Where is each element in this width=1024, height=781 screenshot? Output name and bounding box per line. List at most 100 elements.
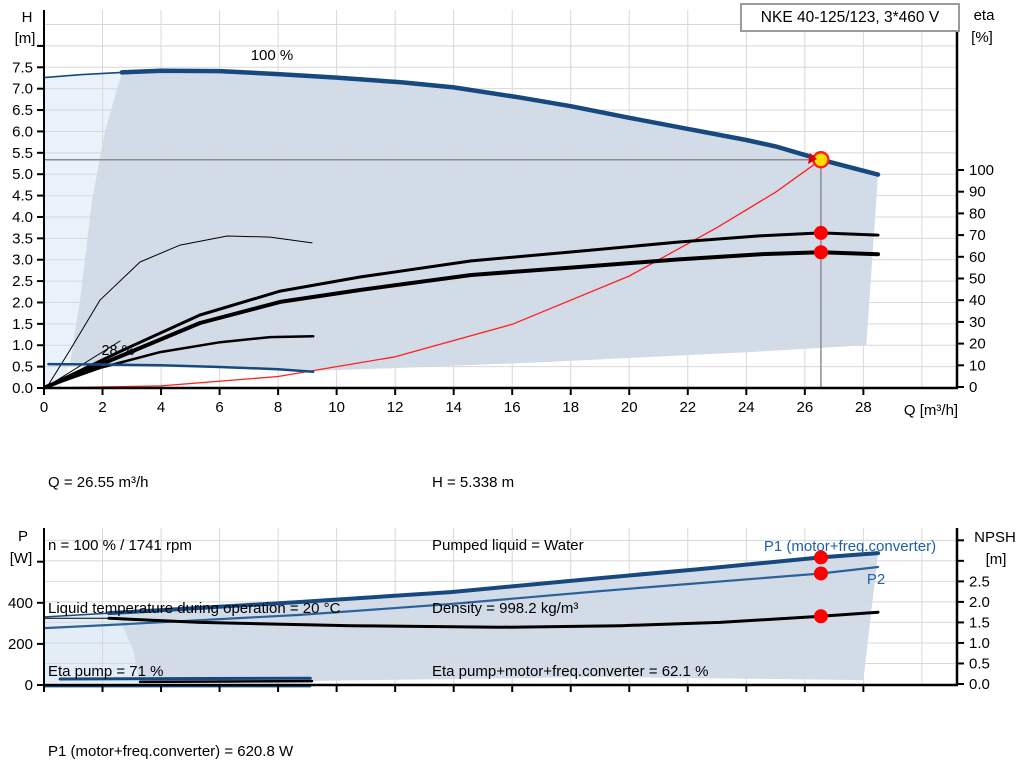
h-arc-reduced-speed [44, 335, 315, 389]
p1-curve-28pct [58, 676, 312, 681]
hq-chart-tick-label-left: 0.0 [12, 380, 33, 397]
speed-label-28: 28 % [101, 343, 134, 359]
p1-label: P1 (motor+freq.converter) [764, 538, 936, 555]
p1-thin-ext [43, 612, 110, 618]
info-flow: Q = 26.55 m³/h [48, 474, 149, 491]
hq-chart-tick-label-left: 4.5 [12, 188, 33, 205]
eta-total-dot [813, 245, 828, 260]
hq-chart-tick-label-right: 40 [969, 292, 986, 309]
info-density: Density = 998.2 kg/m³ [432, 600, 579, 617]
hq-chart-tick-label-right: 60 [969, 249, 986, 266]
p2-label: P2 [867, 571, 885, 588]
power-npsh-chart-tick-label-right: 2.5 [969, 573, 990, 590]
p2-dot [813, 566, 828, 581]
info-eta-total: Eta pump+motor+freq.converter = 62.1 % [432, 663, 709, 680]
info-pumped-liquid: Pumped liquid = Water [432, 537, 584, 554]
power-npsh-chart-tick-label-right: 1.0 [969, 635, 990, 652]
h-curve-28pct [47, 362, 315, 374]
info-p1: P1 (motor+freq.converter) = 620.8 W [48, 743, 294, 760]
info-head: H = 5.338 m [432, 474, 515, 491]
hq-chart-tick-label-x: 24 [738, 399, 755, 416]
pump-model-title: NKE 40-125/123, 3*460 V [740, 3, 960, 32]
power-npsh-chart-axis-label: P [18, 528, 28, 545]
info-eta-pump: Eta pump = 71 % [48, 663, 164, 680]
power-envelope [109, 553, 878, 683]
power-npsh-chart-tick-label-right: 0.0 [969, 676, 990, 693]
hq-chart-tick-label-x: 28 [855, 399, 872, 416]
hq-chart-tick-label-left: 3.5 [12, 230, 33, 247]
hq-chart-tick-label-right: 0 [969, 379, 977, 396]
hq-chart-tick-label-left: 4.0 [12, 209, 33, 226]
eta-pump-curve [44, 231, 880, 389]
hq-chart-tick-label-x: 10 [328, 399, 345, 416]
hq-chart-axis-label: eta [974, 7, 996, 24]
hq-chart-axis-label: Q [m³/h] [904, 402, 958, 419]
power-npsh-chart-axis-label: [W] [10, 550, 33, 567]
hq-chart-tick-label-left: 2.5 [12, 273, 33, 290]
hq-chart-axis-label: [m] [15, 30, 36, 47]
power-npsh-chart-tick-label-right: 0.5 [969, 655, 990, 672]
hq-chart-tick-label-right: 70 [969, 227, 986, 244]
hq-chart-tick-label-left: 5.5 [12, 145, 33, 162]
power-npsh-chart-axis-label: NPSH [974, 529, 1016, 546]
power-info-block: P1 (motor+freq.converter) = 620.8 W P2 =… [48, 699, 293, 781]
hq-chart-tick-label-left: 1.5 [12, 316, 33, 333]
operating-point-info-right: H = 5.338 m Pumped liquid = Water Densit… [432, 430, 708, 703]
power-npsh-chart-tick-label-left: 0 [25, 677, 33, 694]
hq-chart-tick-label-left: 1.0 [12, 337, 33, 354]
hq-chart-tick-label-right: 90 [969, 184, 986, 201]
hq-chart-tick-label-left: 5.0 [12, 166, 33, 183]
hq-chart-axis-label: [%] [971, 29, 993, 46]
p1-curve [107, 551, 880, 616]
hq-chart-tick-label-x: 0 [40, 399, 48, 416]
hq-chart-tick-label-x: 4 [157, 399, 165, 416]
hq-chart-tick-label-x: 26 [796, 399, 813, 416]
hq-chart-tick-label-x: 22 [679, 399, 696, 416]
p1-dot [813, 550, 828, 565]
h-curve-100pct [119, 68, 881, 177]
power-npsh-chart-axis-label: [m] [986, 551, 1007, 568]
hq-chart-tick-label-x: 2 [98, 399, 106, 416]
hq-chart-tick-label-x: 18 [562, 399, 579, 416]
hq-chart-tick-label-left: 2.0 [12, 294, 33, 311]
hq-chart-tick-label-right: 20 [969, 336, 986, 353]
hq-chart-tick-label-right: 10 [969, 357, 986, 374]
power-npsh-chart-tick-label-right: 1.5 [969, 614, 990, 631]
hq-chart-tick-label-x: 12 [387, 399, 404, 416]
p2-curve [42, 565, 880, 630]
npsh-curve [107, 610, 880, 629]
hq-chart-tick-label-left: 6.5 [12, 102, 33, 119]
hq-chart-tick-label-right: 100 [969, 162, 994, 179]
operating-point-info-left: Q = 26.55 m³/h n = 100 % / 1741 rpm Liqu… [48, 430, 340, 703]
power-npsh-chart-tick-label-right: 2.0 [969, 594, 990, 611]
hq-chart-tick-label-right: 30 [969, 314, 986, 331]
system-curve [52, 159, 822, 389]
hq-chart-tick-label-x: 6 [215, 399, 223, 416]
hq-chart-tick-label-left: 6.0 [12, 123, 33, 140]
eta-pump-motor-curve [44, 250, 880, 389]
npsh-dot [813, 609, 828, 624]
hq-chart-tick-label-x: 20 [621, 399, 638, 416]
hq-chart-tick-label-x: 14 [445, 399, 462, 416]
power-npsh-chart-tick-label-left: 200 [8, 636, 33, 653]
speed-label-100: 100 % [251, 47, 294, 64]
hq-chart-tick-label-right: 50 [969, 271, 986, 288]
hq-chart-tick-label-x: 16 [504, 399, 521, 416]
hq-chart-tick-label-left: 3.0 [12, 252, 33, 269]
h-curve-100pct-thin [43, 71, 123, 79]
info-speed: n = 100 % / 1741 rpm [48, 537, 192, 554]
hq-chart-tick-label-left: 7.5 [12, 59, 33, 76]
hq-chart-tick-label-left: 0.5 [12, 359, 33, 376]
power-region-light [44, 613, 140, 683]
power-npsh-chart-tick-label-left: 400 [8, 595, 33, 612]
info-liquid-temp: Liquid temperature during operation = 20… [48, 600, 341, 617]
operating-envelope [70, 70, 878, 371]
hq-chart-tick-label-right: 80 [969, 205, 986, 222]
eta-arc-small [47, 235, 313, 386]
allowed-region-light [44, 72, 122, 389]
eta-pump-dot [813, 225, 828, 240]
hq-chart-tick-label-left: 7.0 [12, 81, 33, 98]
npsh-curve-28pct [138, 679, 314, 684]
